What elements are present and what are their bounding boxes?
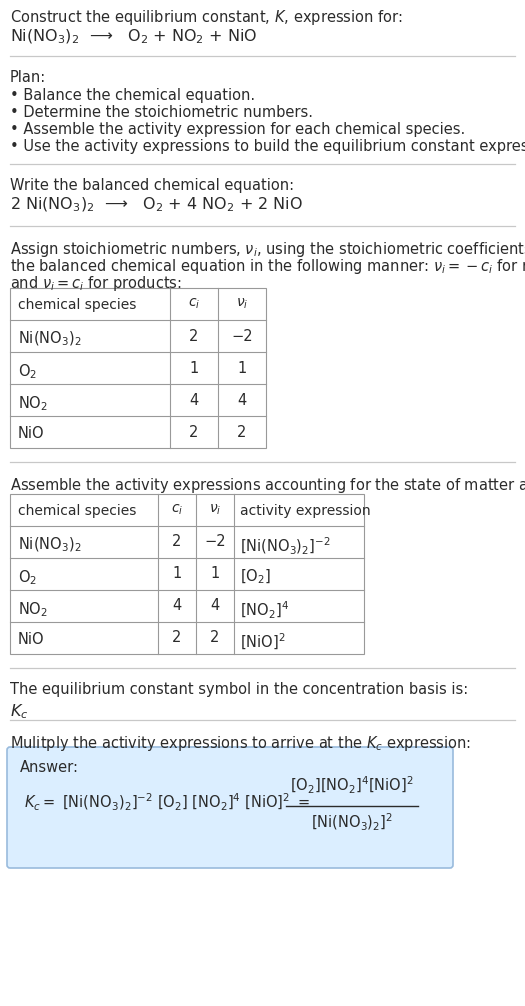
Text: 4: 4	[211, 599, 219, 614]
Text: 2: 2	[211, 631, 219, 646]
Text: • Determine the stoichiometric numbers.: • Determine the stoichiometric numbers.	[10, 105, 313, 120]
Text: 4: 4	[190, 392, 198, 407]
Text: $c_i$: $c_i$	[171, 503, 183, 517]
Text: Construct the equilibrium constant, $K$, expression for:: Construct the equilibrium constant, $K$,…	[10, 8, 403, 27]
Text: $[\mathrm{O_2}][\mathrm{NO_2}]^4[\mathrm{NiO}]^2$: $[\mathrm{O_2}][\mathrm{NO_2}]^4[\mathrm…	[290, 775, 414, 796]
Text: 2: 2	[237, 425, 247, 440]
Text: O$_2$: O$_2$	[18, 362, 37, 380]
Text: Plan:: Plan:	[10, 70, 46, 85]
Text: • Balance the chemical equation.: • Balance the chemical equation.	[10, 88, 255, 103]
Text: 2 Ni(NO$_3$)$_2$  ⟶   O$_2$ + 4 NO$_2$ + 2 NiO: 2 Ni(NO$_3$)$_2$ ⟶ O$_2$ + 4 NO$_2$ + 2 …	[10, 196, 303, 214]
Bar	[10, 288, 266, 448]
Text: $c_i$: $c_i$	[188, 297, 200, 311]
Text: $\nu_i$: $\nu_i$	[236, 297, 248, 311]
Text: Mulitply the activity expressions to arrive at the $K_c$ expression:: Mulitply the activity expressions to arr…	[10, 734, 471, 753]
Text: NO$_2$: NO$_2$	[18, 394, 48, 412]
Text: Assemble the activity expressions accounting for the state of matter and $\nu_i$: Assemble the activity expressions accoun…	[10, 476, 525, 495]
Text: Ni(NO$_3$)$_2$  ⟶   O$_2$ + NO$_2$ + NiO: Ni(NO$_3$)$_2$ ⟶ O$_2$ + NO$_2$ + NiO	[10, 28, 257, 46]
Text: 1: 1	[190, 360, 198, 375]
Text: 2: 2	[172, 534, 182, 549]
Text: Ni(NO$_3$)$_2$: Ni(NO$_3$)$_2$	[18, 536, 81, 554]
Text: O$_2$: O$_2$	[18, 568, 37, 586]
Text: $K_c$: $K_c$	[10, 702, 28, 720]
Text: • Use the activity expressions to build the equilibrium constant expression.: • Use the activity expressions to build …	[10, 139, 525, 154]
Text: 2: 2	[190, 425, 198, 440]
Text: 1: 1	[172, 566, 182, 581]
Text: chemical species: chemical species	[18, 298, 136, 312]
Text: Write the balanced chemical equation:: Write the balanced chemical equation:	[10, 178, 294, 193]
Text: NiO: NiO	[18, 632, 45, 647]
Text: −2: −2	[231, 329, 253, 343]
Text: [O$_2$]: [O$_2$]	[240, 568, 271, 586]
Text: $[\mathrm{Ni(NO_3)_2}]^2$: $[\mathrm{Ni(NO_3)_2}]^2$	[311, 812, 393, 833]
Text: Assign stoichiometric numbers, $\nu_i$, using the stoichiometric coefficients, $: Assign stoichiometric numbers, $\nu_i$, …	[10, 240, 525, 259]
Text: 2: 2	[190, 329, 198, 343]
Text: 4: 4	[237, 392, 247, 407]
Text: Ni(NO$_3$)$_2$: Ni(NO$_3$)$_2$	[18, 330, 81, 348]
Text: −2: −2	[204, 534, 226, 549]
Text: [NO$_2$]$^4$: [NO$_2$]$^4$	[240, 600, 289, 621]
Text: [Ni(NO$_3$)$_2$]$^{-2}$: [Ni(NO$_3$)$_2$]$^{-2}$	[240, 536, 331, 557]
Text: $K_c = $ [Ni(NO$_3$)$_2$]$^{-2}$ [O$_2$] [NO$_2$]$^4$ [NiO]$^2$ $=$: $K_c = $ [Ni(NO$_3$)$_2$]$^{-2}$ [O$_2$]…	[24, 792, 310, 813]
Text: 4: 4	[172, 599, 182, 614]
Bar	[10, 494, 364, 654]
Text: $\nu_i$: $\nu_i$	[209, 503, 221, 517]
Text: 2: 2	[172, 631, 182, 646]
Text: The equilibrium constant symbol in the concentration basis is:: The equilibrium constant symbol in the c…	[10, 682, 468, 697]
Text: • Assemble the activity expression for each chemical species.: • Assemble the activity expression for e…	[10, 122, 465, 137]
Text: activity expression: activity expression	[240, 504, 371, 518]
Text: the balanced chemical equation in the following manner: $\nu_i = -c_i$ for react: the balanced chemical equation in the fo…	[10, 257, 525, 276]
Text: NO$_2$: NO$_2$	[18, 600, 48, 619]
Text: and $\nu_i = c_i$ for products:: and $\nu_i = c_i$ for products:	[10, 274, 182, 293]
Text: NiO: NiO	[18, 426, 45, 441]
Text: chemical species: chemical species	[18, 504, 136, 518]
Text: Answer:: Answer:	[20, 760, 79, 775]
Text: [NiO]$^2$: [NiO]$^2$	[240, 632, 286, 652]
FancyBboxPatch shape	[7, 747, 453, 868]
Text: 1: 1	[237, 360, 247, 375]
Text: 1: 1	[211, 566, 219, 581]
